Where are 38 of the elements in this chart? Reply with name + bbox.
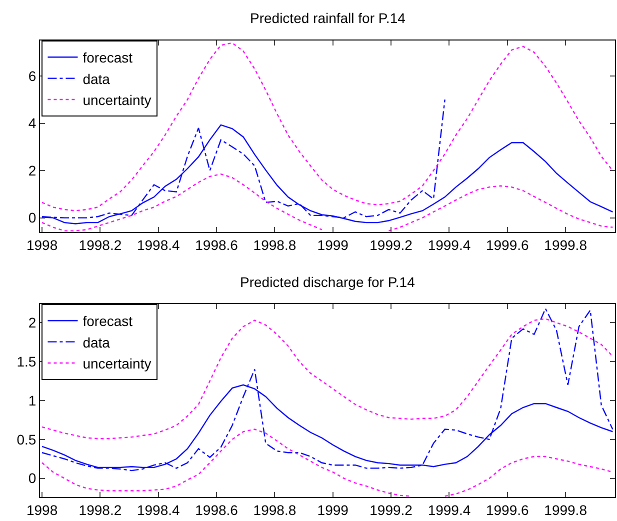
y-tick-label: 1.5	[16, 353, 36, 370]
legend-label: forecast	[82, 313, 133, 330]
legend-label: forecast	[82, 50, 133, 66]
x-tick-label: 1999	[317, 236, 349, 253]
y-tick-label: 0.5	[16, 431, 36, 448]
y-tick-label: 2	[28, 314, 36, 331]
legend-label: uncertainty	[82, 355, 152, 372]
x-tick-label: 1998.2	[78, 236, 122, 253]
x-tick-label: 1999.4	[428, 502, 471, 518]
x-tick-label: 1998.6	[195, 502, 238, 518]
x-tick-label: 1998.8	[253, 236, 296, 253]
y-tick-label: 0	[28, 470, 36, 486]
x-tick-label: 1998.4	[136, 502, 180, 518]
x-tick-label: 1998.6	[195, 236, 238, 253]
y-tick-label: 4	[28, 115, 36, 132]
legend-label: data	[82, 334, 110, 350]
chart-title: Predicted discharge for P.14	[240, 274, 416, 290]
x-tick-label: 1999	[317, 502, 349, 518]
chart-title: Predicted rainfall for P.14	[250, 10, 406, 26]
legend-label: data	[82, 70, 110, 87]
y-tick-label: 2	[28, 162, 36, 178]
x-tick-label: 1999.6	[486, 236, 530, 253]
y-tick-label: 6	[28, 68, 36, 84]
x-tick-label: 1998.4	[136, 236, 180, 253]
x-tick-label: 1998	[26, 236, 58, 253]
x-tick-label: 1999.4	[428, 236, 471, 253]
x-tick-label: 1998.2	[78, 502, 122, 518]
x-tick-label: 1999.2	[370, 236, 413, 253]
legend-label: uncertainty	[82, 92, 152, 108]
x-tick-label: 1999.2	[370, 502, 413, 518]
x-tick-label: 1999.8	[544, 502, 588, 518]
x-tick-label: 1998	[26, 502, 58, 518]
y-tick-label: 0	[28, 210, 36, 226]
line-series	[41, 42, 614, 212]
x-tick-label: 1999.6	[486, 502, 530, 518]
x-tick-label: 1999.8	[544, 236, 588, 253]
x-tick-label: 1998.8	[253, 502, 296, 518]
y-tick-label: 1	[28, 392, 36, 408]
